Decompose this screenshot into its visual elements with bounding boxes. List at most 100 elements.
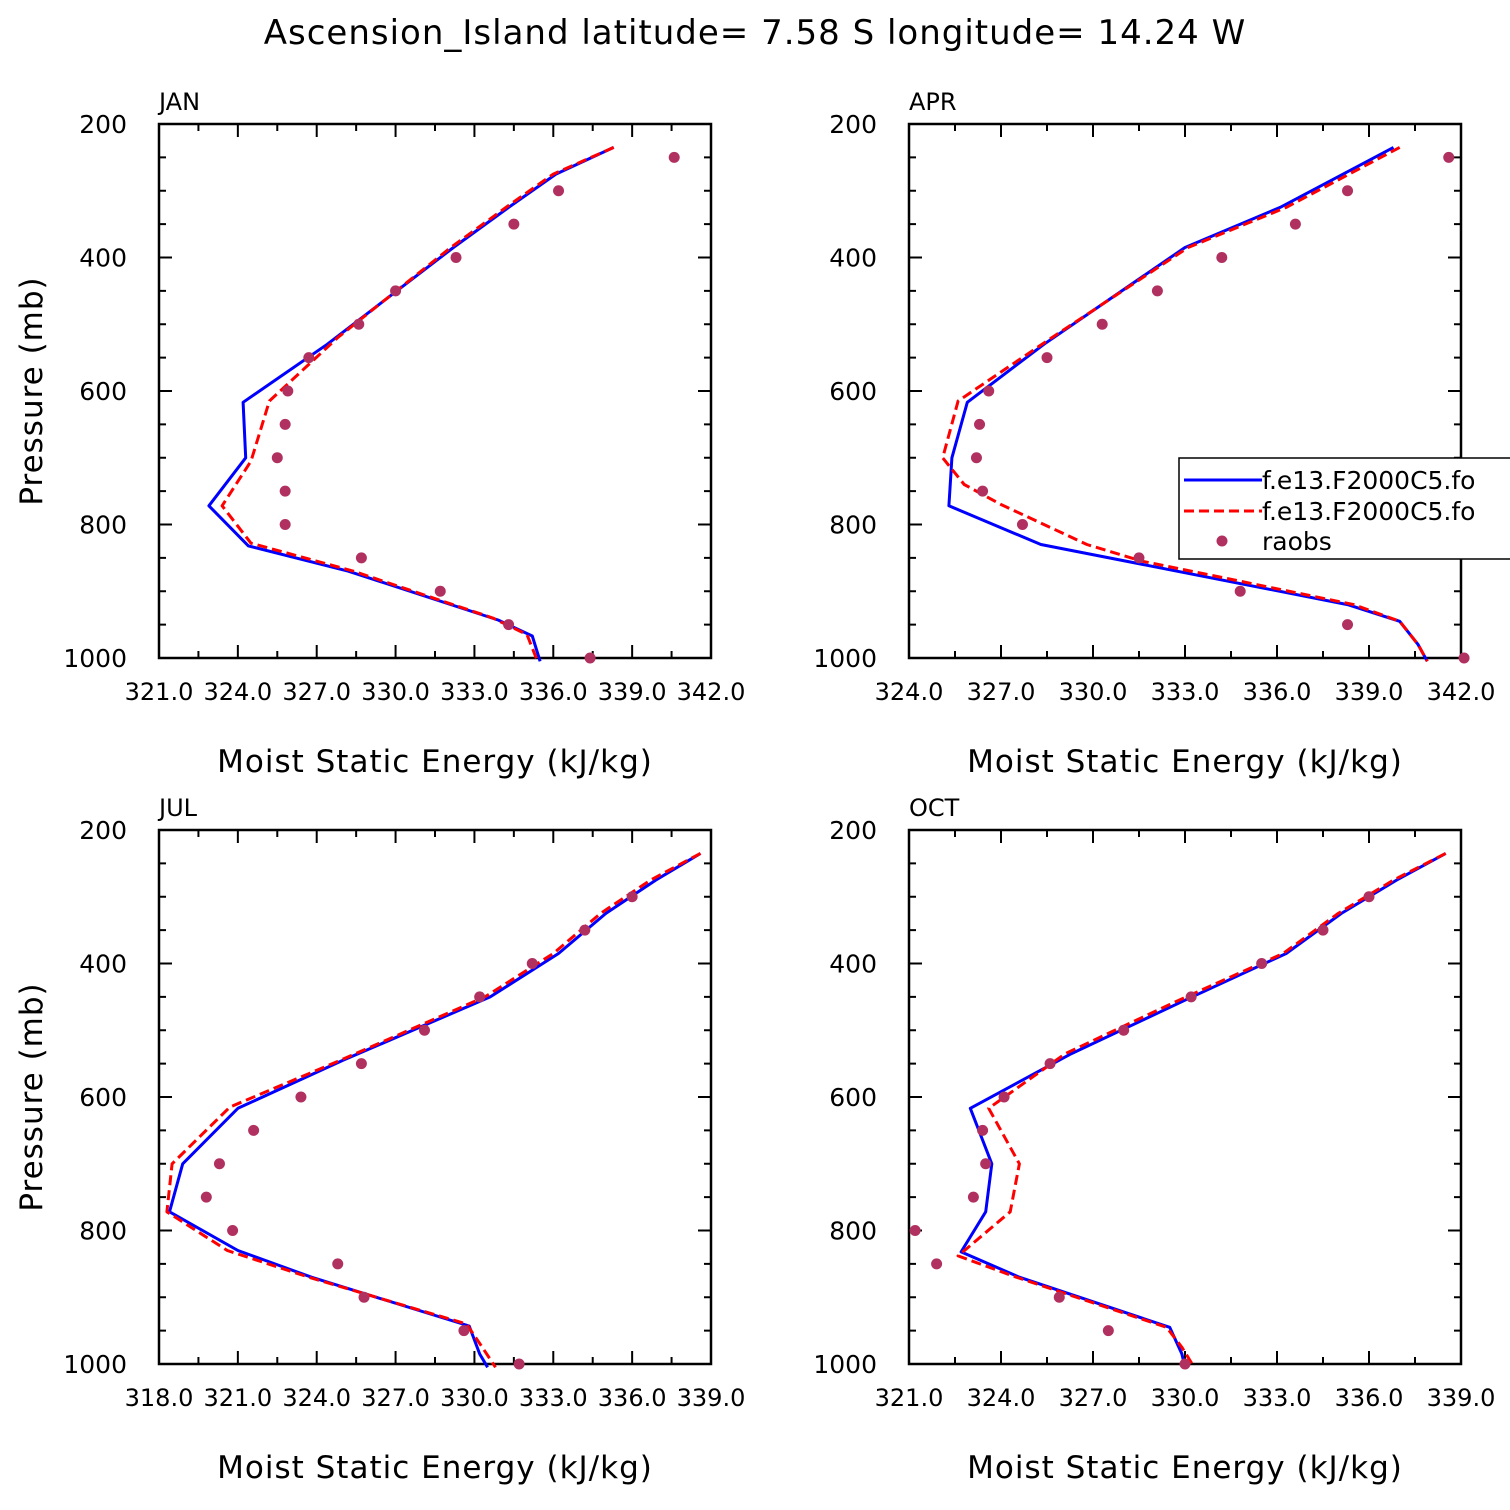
raobs-point [1133,552,1145,564]
raobs-point [998,1091,1010,1103]
x-tick-label: 339.0 [1427,1384,1496,1412]
raobs-point [1256,958,1268,969]
y-tick-label: 1000 [63,644,127,673]
raobs-point [1118,1024,1130,1036]
y-tick-label: 600 [829,1083,877,1112]
y-tick-label: 400 [829,950,877,979]
raobs-point [1216,252,1228,263]
figure-title: Ascension_Island latitude= 7.58 S longit… [264,13,1247,53]
x-tick-label: 318.0 [125,1384,194,1412]
x-tick-label: 339.0 [677,1384,746,1412]
raobs-point [1016,519,1028,530]
plot-frame [157,828,713,1366]
x-tick-label: 333.0 [440,678,509,706]
raobs-point [553,185,565,197]
raobs-point [227,1225,239,1236]
x-tick-label: 324.0 [875,678,944,706]
y-tick-label: 400 [79,244,127,273]
x-axis-label: Moist Static Energy (kJ/kg) [967,744,1403,780]
raobs-point [584,652,596,664]
raobs-point [503,619,515,631]
y-tick-label: 200 [829,110,877,139]
x-tick-label: 321.0 [203,1384,272,1412]
y-tick-label: 200 [829,816,877,845]
x-tick-label: 339.0 [1335,678,1404,706]
raobs-point [458,1325,470,1337]
y-tick-label: 1000 [63,1350,127,1379]
raobs-point [1102,1325,1114,1337]
raobs-point [1151,285,1163,297]
x-axis-label: Moist Static Energy (kJ/kg) [217,1450,653,1486]
raobs-point [353,318,365,330]
raobs-point [1179,1358,1191,1370]
y-tick-label: 800 [829,511,877,540]
raobs-point [355,552,367,564]
raobs-point [980,1158,992,1170]
panel-title: JAN [157,88,200,116]
x-tick-label: 327.0 [967,678,1036,706]
raobs-point [967,1191,979,1203]
raobs-point [579,924,591,936]
x-tick-label: 321.0 [875,1384,944,1412]
raobs-point [248,1124,260,1136]
model-line-solid [207,146,615,662]
raobs-point [1363,891,1375,903]
y-tick-label: 400 [829,244,877,273]
raobs-point [1317,924,1329,936]
x-tick-label: 324.0 [967,1384,1036,1412]
x-tick-label: 327.0 [1059,1384,1128,1412]
panel-apr: 200 400 600 800 1000 324.0 327.0 330.0 333.0 336.… [813,88,1495,780]
x-axis-label: Moist Static Energy (kJ/kg) [967,1450,1403,1486]
raobs-point [668,151,680,163]
raobs-point [1234,585,1246,597]
panel-title: OCT [909,794,960,822]
x-tick-label: 321.0 [125,678,194,706]
x-tick-label: 342.0 [1427,678,1496,706]
y-axis-label: Pressure (mb) [14,982,50,1211]
x-tick-label: 330.0 [1059,678,1128,706]
raobs-point [1443,151,1455,163]
raobs-point [1342,619,1354,631]
legend-box [1178,457,1510,560]
raobs-point [977,485,989,497]
legend-label-solid: f.e13.F2000C5.fo [1262,466,1475,495]
raobs-point [303,352,315,364]
panels-container: 200 400 600 800 1000 321.0 324.0 327.0 330.0 333.… [14,88,1495,1486]
raobs-point [332,1258,344,1270]
model-line-dashed [941,146,1429,663]
x-tick-label: 324.0 [203,678,272,706]
raobs-point [1185,991,1197,1003]
y-tick-label: 600 [79,1083,127,1112]
raobs-point [1044,1058,1056,1070]
raobs-point [358,1291,370,1303]
raobs-point [970,452,982,464]
x-tick-label: 333.0 [1151,678,1220,706]
panel-title: JUL [157,794,198,822]
plot-frame [157,122,713,660]
x-tick-label: 327.0 [282,678,351,706]
raobs-point [418,1024,430,1036]
raobs-point [931,1258,943,1270]
raobs-point [508,218,520,230]
model-line-dashed [165,852,702,1369]
x-axis-label: Moist Static Energy (kJ/kg) [217,744,653,780]
panel-title: APR [909,88,957,116]
raobs-point [1342,185,1354,197]
raobs-point [1096,318,1108,330]
y-tick-label: 800 [79,1217,127,1246]
x-tick-label: 336.0 [1243,678,1312,706]
y-tick-label: 200 [79,110,127,139]
panel-jul: 200 400 600 800 1000 318.0 321.0 324.0 327.0 330.… [14,794,745,1486]
raobs-point [513,1358,525,1370]
y-tick-label: 1000 [813,1350,877,1379]
y-tick-label: 200 [79,816,127,845]
raobs-point [977,1124,989,1136]
y-axis-label: Pressure (mb) [14,276,50,505]
x-tick-label: 330.0 [1151,1384,1220,1412]
x-tick-label: 330.0 [361,678,430,706]
x-tick-label: 336.0 [598,1384,667,1412]
raobs-point [1041,352,1053,364]
raobs-point [279,418,291,430]
y-tick-label: 600 [829,377,877,406]
